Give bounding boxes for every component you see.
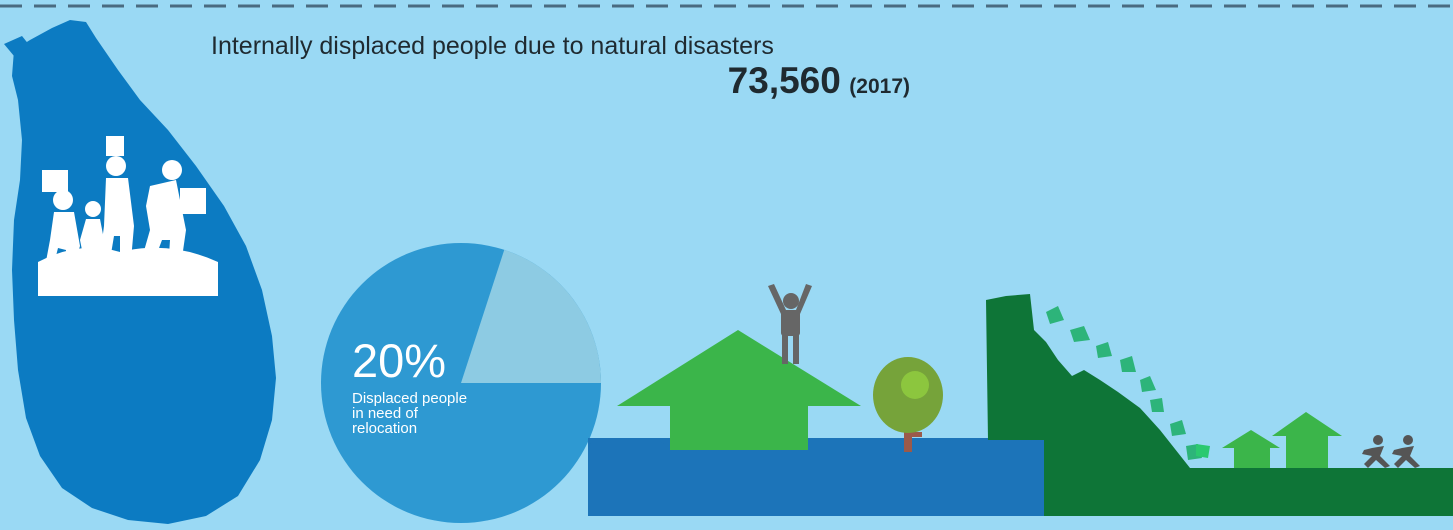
stranded-person-icon: [768, 284, 812, 364]
pie-slice-highlight: [461, 249, 601, 383]
headline-title: Internally displaced people due to natur…: [211, 32, 774, 60]
headline-stat: 73,560 (2017): [728, 60, 910, 102]
house-wall: [670, 404, 808, 450]
running-people-icon: [1362, 435, 1420, 468]
stat-year: (2017): [849, 75, 910, 98]
pie-percentage-label: 20%: [352, 334, 447, 387]
cliff: [986, 294, 1453, 516]
pie-chart: [321, 243, 601, 523]
house-roof: [617, 330, 861, 406]
pie-caption: Displaced people in need of relocation: [352, 390, 468, 437]
flood-scene-icon: [588, 284, 1044, 516]
landslide-scene-icon: [986, 294, 1453, 516]
small-houses: [1222, 412, 1342, 468]
tree-icon: [873, 357, 943, 452]
displaced-count: 73,560: [727, 60, 841, 101]
displaced-family-icon: [38, 136, 218, 296]
